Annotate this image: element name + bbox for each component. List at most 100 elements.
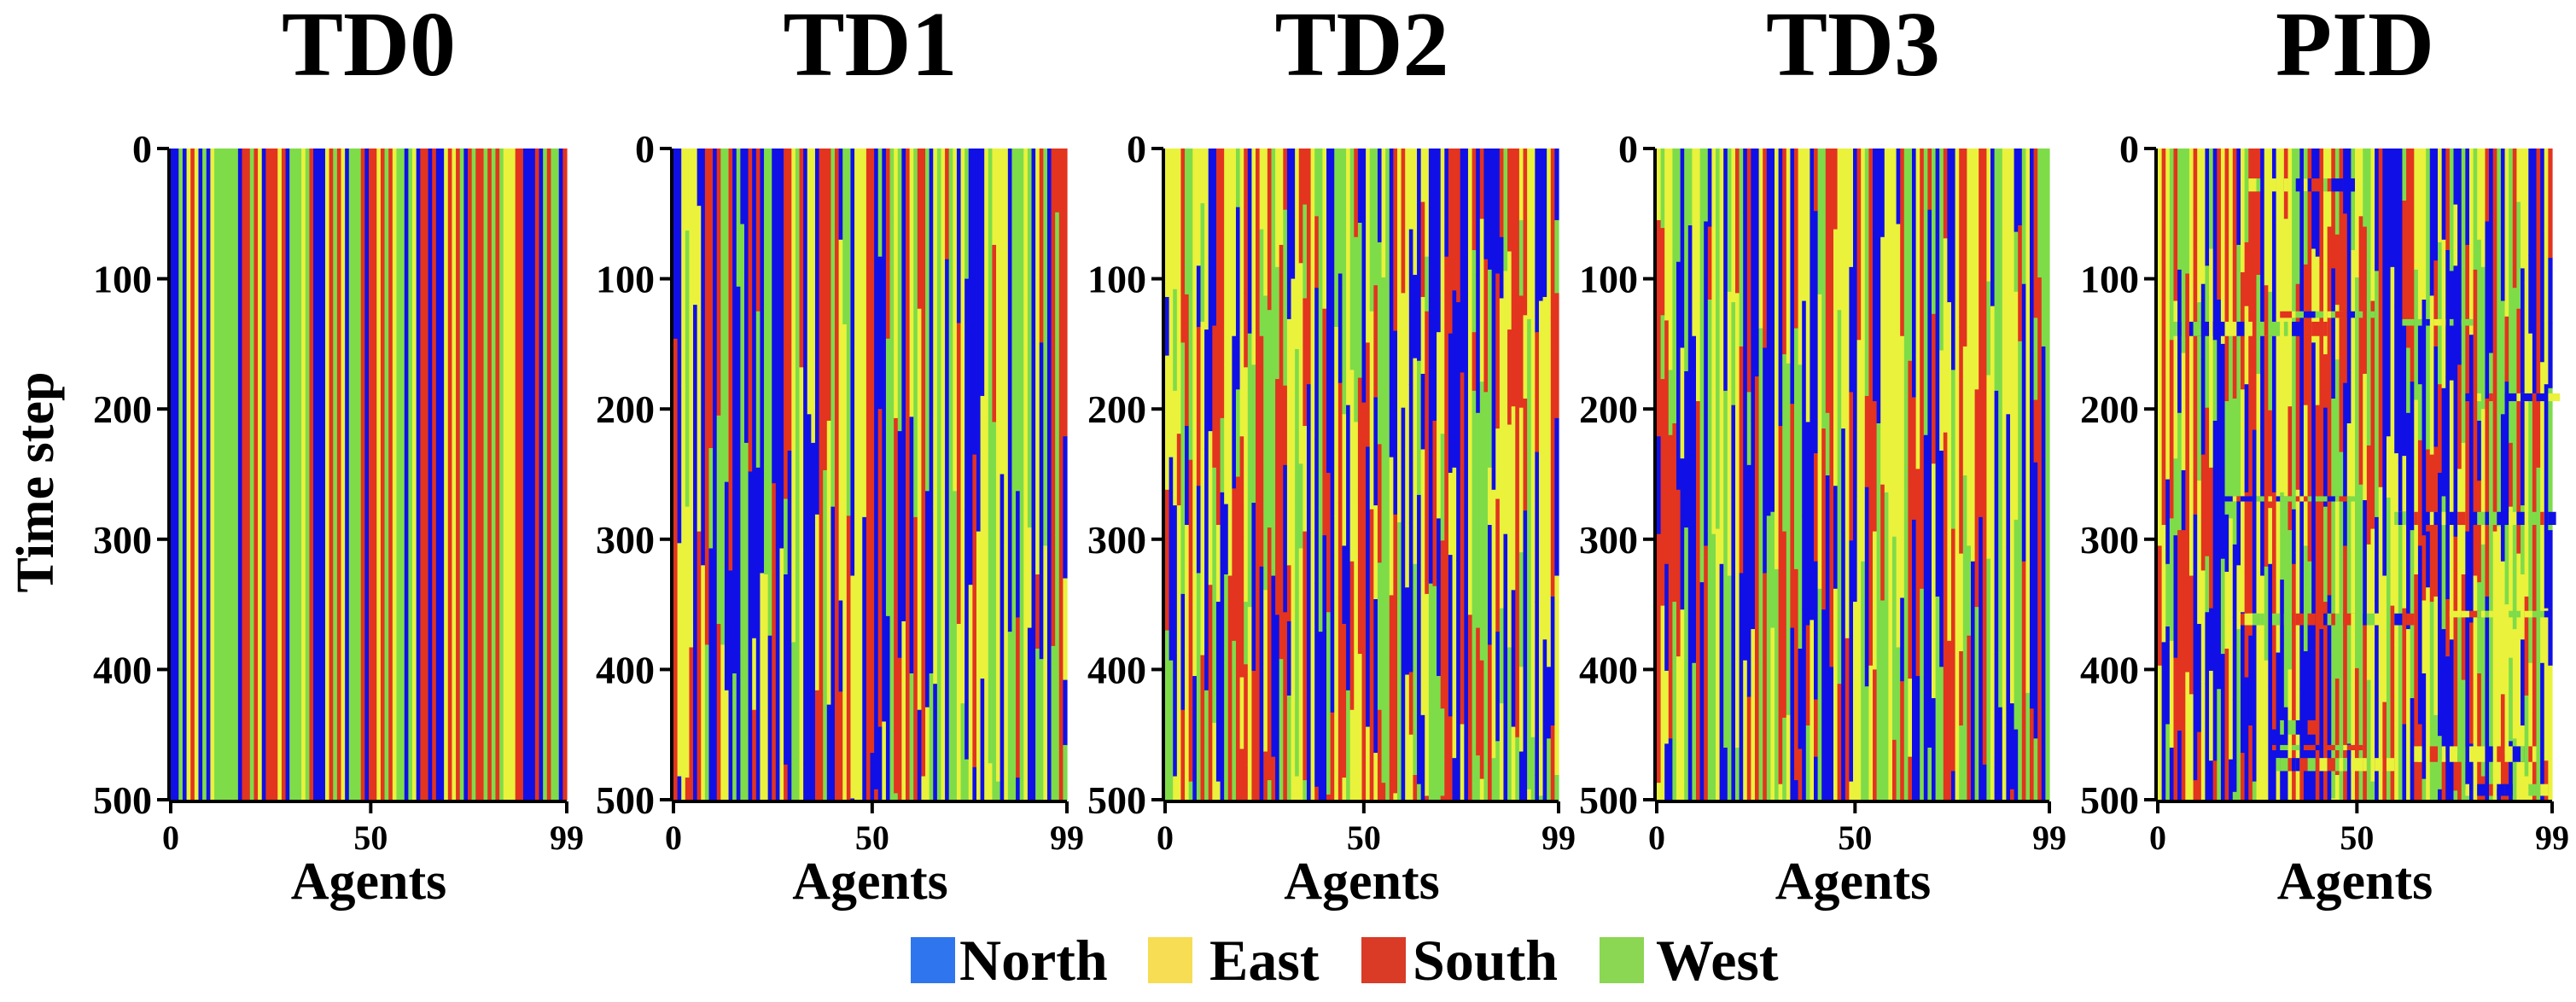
cell-agent-66-t-275 bbox=[933, 506, 938, 685]
cell-agent-9-t-230 bbox=[708, 447, 714, 550]
band-cell bbox=[2315, 311, 2324, 318]
cell-agent-27-t-0 bbox=[779, 149, 784, 451]
cell-agent-60-t-381 bbox=[2394, 644, 2399, 724]
cell-agent-58-t-281 bbox=[1393, 514, 1398, 632]
cell-agent-91-t-192 bbox=[1523, 398, 1528, 511]
cell-agent-80-t-93 bbox=[2473, 269, 2478, 382]
cell-agent-39-t-362 bbox=[1810, 620, 1815, 801]
cell-agent-17-t-186 bbox=[1723, 390, 1728, 566]
cell-agent-59-t-287 bbox=[1396, 521, 1402, 647]
cell-agent-86-t-94 bbox=[1503, 271, 1508, 420]
cell-agent-58-t-0 bbox=[1393, 149, 1398, 332]
cell-agent-83-t-473 bbox=[1982, 764, 1987, 801]
cell-agent-78-t-0 bbox=[980, 149, 985, 236]
cell-agent-57-t-0 bbox=[396, 149, 401, 801]
cell-agent-66-t-207 bbox=[933, 417, 938, 508]
cell-agent-11-t-83 bbox=[1208, 256, 1213, 342]
cell-agent-53-t-413 bbox=[1864, 686, 1869, 801]
cell-agent-0-t-146 bbox=[673, 338, 679, 661]
cell-agent-84-t-495 bbox=[2489, 793, 2494, 801]
cell-agent-30-t-387 bbox=[2276, 652, 2281, 759]
cell-agent-10-t-448 bbox=[2197, 731, 2202, 790]
cell-agent-61-t-210 bbox=[1896, 422, 1901, 649]
cell-agent-34-t-242 bbox=[1298, 463, 1303, 550]
band-cell bbox=[2536, 393, 2549, 402]
cell-agent-11-t-324 bbox=[2200, 570, 2206, 682]
cell-agent-35-t-0 bbox=[2295, 149, 2300, 285]
cell-agent-64-t-369 bbox=[2410, 629, 2415, 699]
y-tick-label: 200 bbox=[2080, 387, 2139, 431]
cell-agent-21-t-0 bbox=[1739, 149, 1744, 223]
cell-agent-55-t-217 bbox=[1381, 431, 1386, 597]
cell-agent-60-t-112 bbox=[1892, 294, 1897, 538]
cell-agent-71-t-0 bbox=[2438, 149, 2443, 243]
legend-item-north: North bbox=[911, 928, 1108, 993]
cell-agent-51-t-161 bbox=[2358, 358, 2363, 486]
cell-agent-75-t-92 bbox=[1951, 268, 1956, 371]
cell-agent-97-t-297 bbox=[1055, 535, 1060, 711]
cell-agent-15-t-198 bbox=[732, 406, 737, 578]
cell-agent-75-t-0 bbox=[2453, 149, 2458, 206]
x-tick-label: 0 bbox=[2149, 818, 2166, 857]
band-cell bbox=[2540, 784, 2549, 796]
cell-agent-15-t-369 bbox=[1716, 629, 1721, 801]
cell-agent-41-t-0 bbox=[333, 149, 338, 801]
cell-agent-78-t-67 bbox=[980, 236, 985, 397]
cell-agent-36-t-107 bbox=[2299, 288, 2305, 352]
cell-agent-50-t-497 bbox=[1361, 795, 1367, 801]
cell-agent-53-t-274 bbox=[1373, 505, 1378, 600]
cell-agent-72-t-0 bbox=[1939, 149, 1944, 352]
cell-agent-80-t-317 bbox=[1971, 561, 1976, 772]
cell-agent-12-t-411 bbox=[2205, 684, 2210, 801]
cell-agent-8-t-76 bbox=[704, 247, 710, 646]
cell-agent-70-t-0 bbox=[948, 149, 953, 511]
cell-agent-16-t-0 bbox=[1227, 149, 1233, 204]
cell-agent-85-t-353 bbox=[1499, 608, 1505, 704]
cell-agent-68-t-307 bbox=[941, 548, 946, 801]
cell-agent-28-t-413 bbox=[2268, 686, 2273, 801]
band-cell bbox=[2524, 610, 2532, 618]
cell-agent-78-t-124 bbox=[2465, 310, 2470, 441]
cell-agent-72-t-365 bbox=[956, 623, 962, 801]
cell-agent-48-t-68 bbox=[1354, 236, 1359, 423]
cell-agent-15-t-0 bbox=[1224, 149, 1229, 230]
cell-agent-78-t-406 bbox=[1962, 677, 1967, 801]
cell-agent-87-t-483 bbox=[1016, 778, 1021, 801]
cell-agent-25-t-274 bbox=[1755, 505, 1760, 771]
cell-agent-2-t-56 bbox=[2165, 221, 2171, 329]
cell-agent-45-t-204 bbox=[1342, 414, 1347, 547]
cell-agent-48-t-376 bbox=[1845, 638, 1850, 801]
cell-agent-77-t-443 bbox=[1959, 725, 1964, 801]
cell-agent-7-t-449 bbox=[701, 733, 706, 801]
cell-agent-54-t-117 bbox=[2370, 300, 2375, 422]
cell-agent-52-t-128 bbox=[2363, 315, 2368, 375]
cell-agent-85-t-226 bbox=[1499, 442, 1505, 609]
cell-agent-62-t-478 bbox=[1900, 771, 1905, 801]
cell-agent-38-t-170 bbox=[2307, 370, 2312, 441]
cell-agent-85-t-107 bbox=[1007, 288, 1013, 632]
cell-agent-55-t-459 bbox=[2375, 746, 2380, 801]
y-tick-label: 200 bbox=[1087, 387, 1146, 431]
cell-agent-7-t-0 bbox=[701, 149, 706, 566]
cell-agent-27-t-232 bbox=[779, 451, 784, 550]
band-cell bbox=[2468, 610, 2481, 618]
cell-agent-41-t-356 bbox=[1326, 612, 1332, 795]
cell-agent-88-t-0 bbox=[1019, 149, 1024, 516]
cell-agent-53-t-0 bbox=[1864, 149, 1869, 397]
cell-agent-62-t-0 bbox=[917, 149, 923, 310]
band-cell bbox=[2516, 784, 2525, 796]
cell-agent-26-t-138 bbox=[1758, 328, 1763, 533]
cell-agent-26-t-0 bbox=[1267, 149, 1273, 311]
cell-agent-6-t-127 bbox=[1188, 313, 1193, 404]
cell-agent-41-t-263 bbox=[2319, 491, 2324, 630]
legend-swatch bbox=[1361, 937, 1406, 983]
cell-agent-77-t-294 bbox=[976, 531, 982, 711]
cell-agent-42-t-295 bbox=[1330, 533, 1335, 714]
cell-agent-10-t-255 bbox=[2197, 481, 2202, 625]
cell-agent-12-t-0 bbox=[2205, 149, 2210, 266]
legend-swatch bbox=[1148, 937, 1192, 983]
cell-agent-70-t-0 bbox=[1440, 149, 1445, 347]
cell-agent-2-t-132 bbox=[1664, 320, 1670, 375]
cell-agent-18-t-190 bbox=[2229, 395, 2234, 519]
cell-agent-8-t-137 bbox=[1196, 327, 1202, 486]
